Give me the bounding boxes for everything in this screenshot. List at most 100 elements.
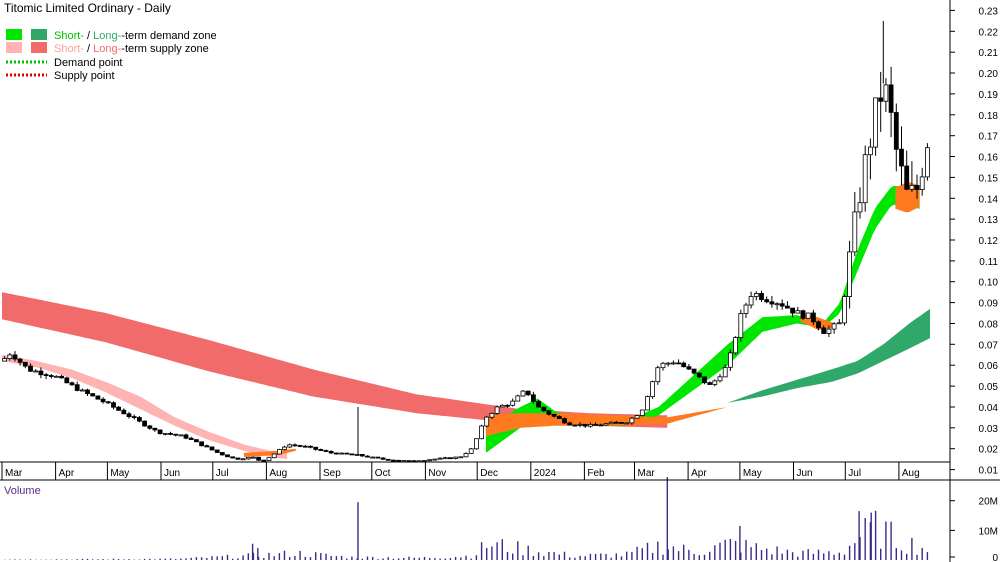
candle-body bbox=[282, 446, 287, 450]
legend-demand-rest: -term demand zone bbox=[121, 30, 216, 42]
candle-body bbox=[442, 457, 448, 460]
price-tick-label: 0.17 bbox=[979, 132, 999, 143]
candle-body bbox=[878, 97, 884, 102]
candle-body bbox=[33, 370, 39, 373]
candle-body bbox=[121, 409, 127, 415]
price-tick-label: 0.21 bbox=[979, 48, 999, 59]
candle-body bbox=[85, 389, 90, 394]
candle-body bbox=[453, 456, 459, 459]
month-tick-label: Apr bbox=[59, 468, 75, 479]
price-tick-label: 0.11 bbox=[979, 257, 998, 268]
candle-body bbox=[168, 432, 173, 435]
candle-body bbox=[230, 456, 236, 459]
legend-short-demand-swatch bbox=[6, 29, 22, 40]
candle-body bbox=[785, 305, 790, 309]
price-tick-label: 0.14 bbox=[979, 194, 999, 205]
candle-body bbox=[691, 368, 697, 374]
candle-body bbox=[671, 362, 676, 365]
candle-body bbox=[862, 154, 868, 204]
candle-body bbox=[899, 148, 904, 167]
candle-body bbox=[74, 384, 80, 391]
candle-body bbox=[64, 377, 70, 384]
candle-body bbox=[909, 184, 915, 190]
candle-body bbox=[225, 454, 230, 458]
candle-body bbox=[593, 423, 598, 426]
candle-body bbox=[639, 409, 645, 416]
candle-body bbox=[665, 362, 671, 365]
candle-body bbox=[204, 445, 210, 448]
month-tick-label: Dec bbox=[480, 468, 498, 479]
legend-supply-point: Supply point bbox=[6, 70, 115, 82]
candle-body bbox=[349, 453, 355, 456]
legend-supply-label: Short- / Long--term supply zone bbox=[54, 43, 209, 55]
candle-body bbox=[888, 84, 894, 113]
month-tick-label: Jun bbox=[797, 468, 813, 479]
candle-body bbox=[333, 452, 339, 455]
candle-body bbox=[515, 395, 521, 402]
candle-body bbox=[556, 415, 562, 419]
month-tick-label: Sep bbox=[323, 468, 341, 479]
candle-body bbox=[401, 460, 407, 463]
month-tick-label: Feb bbox=[587, 468, 605, 479]
candle-body bbox=[836, 322, 842, 325]
candle-body bbox=[126, 413, 132, 417]
candle-body bbox=[266, 457, 272, 461]
candle-body bbox=[728, 352, 733, 368]
chart-title: Titomic Limited Ordinary - Daily bbox=[4, 1, 171, 15]
candle-body bbox=[390, 459, 396, 462]
candle-body bbox=[90, 393, 96, 397]
candle-body bbox=[302, 445, 308, 448]
month-tick-label: Mar bbox=[5, 468, 23, 479]
candle-body bbox=[323, 450, 329, 452]
candle-body bbox=[582, 423, 588, 427]
volume-tick-labels: 20M 10M 0 bbox=[950, 497, 998, 562]
overlap-zone-0 bbox=[243, 448, 296, 457]
long-term-demand-zone bbox=[727, 308, 930, 403]
candle-body bbox=[287, 444, 293, 448]
candle-body bbox=[69, 382, 75, 386]
month-tick-label: Aug bbox=[902, 468, 920, 479]
candle-body bbox=[178, 434, 184, 437]
candle-body bbox=[681, 362, 687, 368]
candle-body bbox=[136, 417, 142, 422]
candle-body bbox=[852, 211, 858, 253]
candle-body bbox=[686, 366, 692, 370]
candle-body bbox=[588, 423, 593, 427]
price-tick-label: 0.10 bbox=[979, 278, 999, 289]
price-tick-label: 0.07 bbox=[979, 340, 999, 351]
legend: Short- / Long--term demand zone Short- /… bbox=[6, 29, 217, 82]
price-tick-label: 0.13 bbox=[979, 215, 999, 226]
candle-body bbox=[525, 390, 531, 396]
candle-body bbox=[857, 202, 863, 213]
candle-body bbox=[344, 452, 350, 455]
candle-body bbox=[183, 434, 189, 439]
candle-body bbox=[790, 307, 795, 314]
price-tick-label: 0.18 bbox=[979, 111, 999, 122]
candle-body bbox=[54, 375, 59, 378]
legend-short-supply-swatch bbox=[6, 42, 22, 53]
legend-long-demand-swatch bbox=[31, 29, 47, 40]
candle-body bbox=[365, 455, 370, 458]
candle-body bbox=[38, 370, 44, 376]
candle-body bbox=[759, 292, 764, 300]
volume-tick-label: 20M bbox=[979, 497, 998, 508]
candle-body bbox=[147, 425, 153, 429]
candle-body bbox=[100, 398, 106, 403]
candle-body bbox=[893, 112, 899, 150]
candle-body bbox=[873, 97, 878, 148]
price-tick-label: 0.05 bbox=[979, 382, 999, 393]
candle-body bbox=[458, 456, 464, 459]
zones-layer bbox=[2, 182, 930, 460]
candle-body bbox=[162, 432, 168, 435]
price-tick-label: 0.22 bbox=[979, 27, 999, 38]
candle-body bbox=[733, 337, 738, 354]
candle-body bbox=[43, 374, 49, 377]
short-term-demand-zone bbox=[485, 185, 920, 453]
long-term-supply-zone bbox=[2, 292, 668, 428]
volume-layer bbox=[3, 477, 929, 560]
month-tick-label: Jul bbox=[216, 468, 229, 479]
month-tick-label: May bbox=[743, 468, 762, 479]
candle-body bbox=[660, 362, 666, 369]
candle-body bbox=[2, 358, 7, 362]
